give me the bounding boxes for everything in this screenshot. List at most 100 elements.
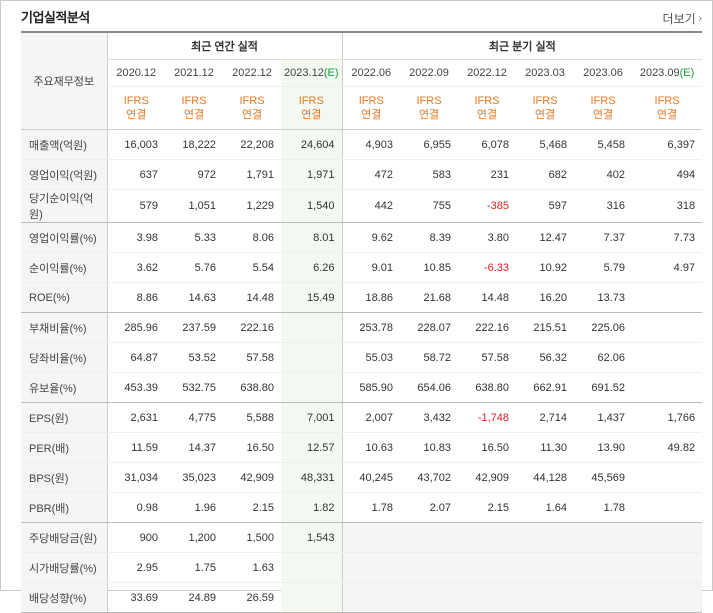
ifrs-consolidated-header: IFRS 연결 <box>632 86 703 130</box>
table-cell: 9.62 <box>341 222 401 253</box>
ifrs-consolidated-header: IFRS 연결 <box>281 86 343 130</box>
table-cell <box>574 582 633 613</box>
row-label-header: 주요재무정보 <box>21 31 108 130</box>
consolidated-label: 연결 <box>183 109 205 121</box>
table-cell: 57.58 <box>223 342 281 373</box>
table-cell: 1.64 <box>516 492 575 523</box>
table-cell <box>281 342 343 373</box>
row-label: 주당배당금(원) <box>21 522 108 553</box>
table-cell <box>516 552 575 583</box>
ifrs-label: IFRS <box>239 95 265 107</box>
table-cell: 6.26 <box>281 252 343 283</box>
table-row: PER(배) 11.59 14.37 16.50 12.57 10.63 10.83 16.5… <box>21 432 703 463</box>
table-cell: 5,468 <box>516 129 575 160</box>
table-cell: 6,078 <box>458 129 517 160</box>
table-cell: 0.98 <box>107 492 165 523</box>
table-cell: 53.52 <box>165 342 223 373</box>
table-row: 시가배당률(%) 2.95 1.75 1.63 <box>21 552 703 583</box>
table-cell <box>516 582 575 613</box>
more-link[interactable]: 더보기 › <box>663 10 702 27</box>
table-cell: 13.73 <box>574 282 633 313</box>
table-cell: 21.68 <box>400 282 459 313</box>
period-label: 2022.09 <box>409 67 449 79</box>
period-label: 2022.12 <box>467 67 507 79</box>
table-cell <box>632 342 703 373</box>
table-cell: 2.95 <box>107 552 165 583</box>
table-cell: 5,588 <box>223 402 281 433</box>
period-label: 2022.06 <box>351 67 392 79</box>
table-cell: 4.97 <box>632 252 703 283</box>
row-label: 영업이익(억원) <box>21 159 108 190</box>
period-label: 2022.12 <box>232 67 272 79</box>
row-label: 영업이익률(%) <box>21 222 108 253</box>
table-cell: 56.32 <box>516 342 575 373</box>
table-cell: 532.75 <box>165 372 223 403</box>
table-cell: 1,200 <box>165 522 223 553</box>
chevron-right-icon: › <box>698 13 702 24</box>
table-cell: 1,229 <box>223 189 281 223</box>
table-cell: 1,437 <box>574 402 633 433</box>
table-cell: 253.78 <box>341 312 401 343</box>
table-cell: 472 <box>341 159 401 190</box>
table-cell: 31,034 <box>107 462 165 493</box>
table-cell: 1,500 <box>223 522 281 553</box>
row-label: 부채비율(%) <box>21 312 108 343</box>
ifrs-consolidated-header: IFRS 연결 <box>165 86 223 130</box>
row-label: 시가배당률(%) <box>21 552 108 583</box>
table-row: 주당배당금(원) 900 1,200 1,500 1,543 <box>21 522 703 553</box>
table-cell: 597 <box>516 189 575 223</box>
table-cell: 638.80 <box>458 372 517 403</box>
row-label: 배당성향(%) <box>21 582 108 613</box>
period-header: 2022.12 <box>223 59 281 87</box>
table-cell: 8.86 <box>107 282 165 313</box>
table-cell: 7,001 <box>281 402 343 433</box>
period-header: 2022.06 <box>341 59 401 87</box>
consolidated-label: 연결 <box>301 109 322 121</box>
table-cell: 24.89 <box>165 582 223 613</box>
table-cell: 316 <box>574 189 633 223</box>
table-cell: 1,791 <box>223 159 281 190</box>
table-cell <box>400 552 459 583</box>
ifrs-label: IFRS <box>181 95 207 107</box>
table-cell: 654.06 <box>400 372 459 403</box>
table-cell: 33.69 <box>107 582 165 613</box>
table-cell: 583 <box>400 159 459 190</box>
table-cell: 16.20 <box>516 282 575 313</box>
table-row: BPS(원) 31,034 35,023 42,909 48,331 40,245 43,7… <box>21 462 703 493</box>
row-label: ROE(%) <box>21 282 108 313</box>
period-label: 2020.12 <box>116 67 157 79</box>
table-cell: 16,003 <box>107 129 165 160</box>
table-cell: 57.58 <box>458 342 517 373</box>
table-cell: 6,397 <box>632 129 703 160</box>
table-cell: 1.63 <box>223 552 281 583</box>
table-cell: 1.82 <box>281 492 343 523</box>
period-label: 2023.09 <box>639 67 680 79</box>
table-cell <box>574 522 633 553</box>
table-cell <box>400 582 459 613</box>
table-row: 영업이익(억원) 637 972 1,791 1,971 472 583 231 682 402 4… <box>21 159 703 190</box>
ifrs-label: IFRS <box>590 95 616 107</box>
table-cell <box>458 552 517 583</box>
table-cell: 3,432 <box>400 402 459 433</box>
row-label: PBR(배) <box>21 492 108 523</box>
table-cell: 8.01 <box>281 222 343 253</box>
table-cell: 755 <box>400 189 459 223</box>
table-cell: 62.06 <box>574 342 633 373</box>
table-row: 당기순이익(억원) 579 1,051 1,229 1,540 442 755 -385 597… <box>21 189 703 223</box>
table-cell: 691.52 <box>574 372 633 403</box>
row-label: BPS(원) <box>21 462 108 493</box>
table-cell: 285.96 <box>107 312 165 343</box>
ifrs-label: IFRS <box>532 95 558 107</box>
table-cell: 35,023 <box>165 462 223 493</box>
table-cell: 40,245 <box>341 462 401 493</box>
table-cell: 44,128 <box>516 462 575 493</box>
estimate-marker: (E) <box>323 67 339 79</box>
period-label: 2023.03 <box>525 67 565 79</box>
table-cell: 972 <box>165 159 223 190</box>
financial-table: 주요재무정보 최근 연간 실적 최근 분기 실적 2020.12 2021.12 2… <box>21 31 703 613</box>
ifrs-consolidated-header: IFRS 연결 <box>400 86 459 130</box>
table-cell: 7.73 <box>632 222 703 253</box>
table-cell: 26.59 <box>223 582 281 613</box>
table-cell: 11.30 <box>516 432 575 463</box>
period-header: 2023.12(E) <box>281 59 343 87</box>
